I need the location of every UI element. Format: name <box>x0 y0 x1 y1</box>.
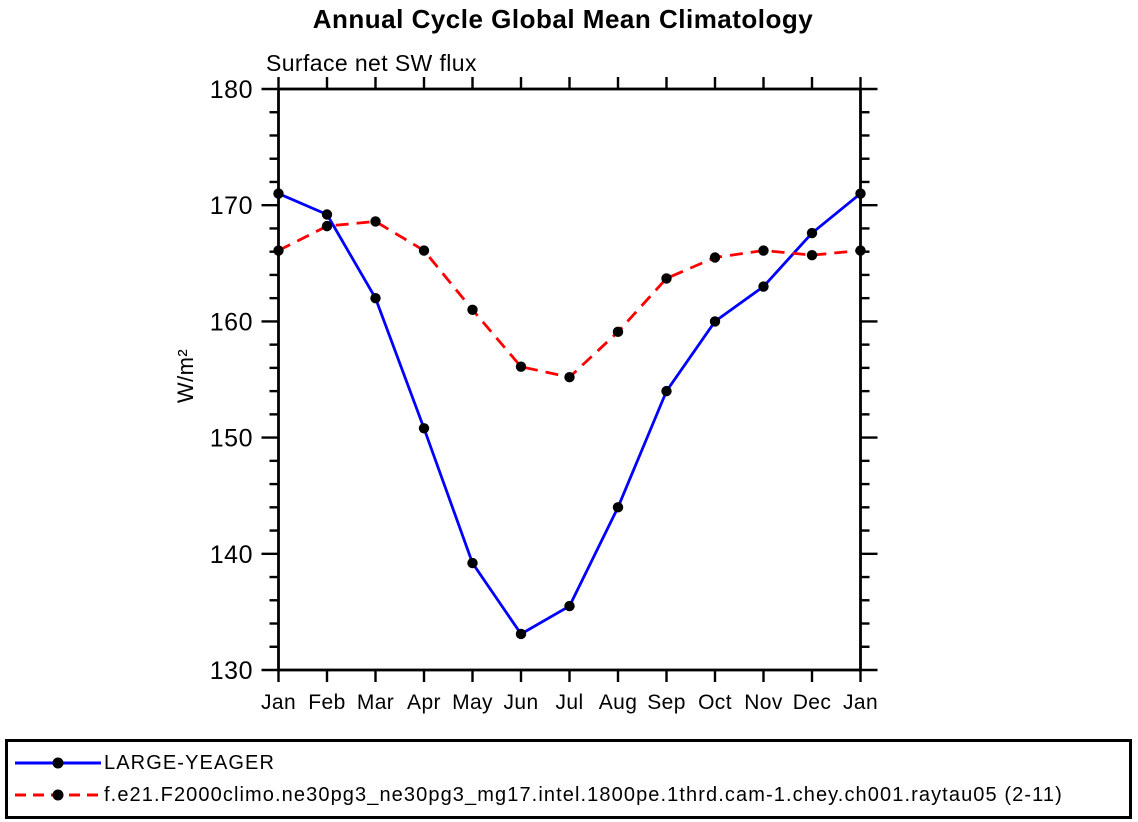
data-series <box>273 188 866 640</box>
x-tick-label: Mar <box>357 691 394 714</box>
y-axis-label: W/m² <box>173 349 198 403</box>
data-point-marker <box>564 600 575 612</box>
x-tick-label: Feb <box>308 691 345 714</box>
series-line-1 <box>277 192 862 636</box>
data-point-marker <box>418 423 430 434</box>
legend-item-model-run: f.e21.F2000climo.ne30pg3_ne30pg3_mg17.in… <box>8 785 1129 805</box>
chart-title: Annual Cycle Global Mean Climatology <box>313 4 814 34</box>
data-point-marker <box>806 227 818 239</box>
y-tick-label: 150 <box>210 425 253 453</box>
x-tick-label: Nov <box>744 691 783 714</box>
x-tick-label: Dec <box>793 691 832 714</box>
data-point-marker <box>418 245 430 256</box>
data-point-marker <box>321 209 333 220</box>
data-point-marker <box>612 502 624 513</box>
data-point-marker <box>370 216 381 227</box>
axes: 130 140 150 160 170 180 Jan Feb Mar Apr May Jun Jul A… <box>210 76 878 714</box>
data-point-marker <box>273 245 284 256</box>
series-line-2 <box>277 220 861 379</box>
x-tick-label: Sep <box>647 691 686 714</box>
data-point-marker <box>467 557 478 569</box>
y-tick-label: 160 <box>210 308 253 336</box>
legend-item-large-yeager: LARGE-YEAGER <box>8 753 1129 773</box>
legend-label-series-2: f.e21.F2000climo.ne30pg3_ne30pg3_mg17.in… <box>104 783 1063 806</box>
data-point-marker <box>758 245 769 256</box>
data-point-marker <box>661 385 672 397</box>
y-tick-label: 140 <box>210 541 253 569</box>
data-point-marker <box>855 188 866 199</box>
data-point-marker <box>612 326 624 338</box>
x-tick-label: May <box>452 691 493 714</box>
x-tick-label: Apr <box>407 691 441 714</box>
x-tick-label: Oct <box>698 691 732 714</box>
y-tick-label: 170 <box>210 192 253 220</box>
data-point-marker <box>467 304 478 315</box>
data-point-marker <box>515 361 527 372</box>
data-point-marker <box>758 281 769 292</box>
x-tick-label: Jul <box>555 691 583 714</box>
data-point-marker <box>370 292 381 304</box>
chart-subtitle: Surface net SW flux <box>266 50 477 76</box>
legend-marker-solid-line <box>15 757 101 769</box>
y-tick-label: 130 <box>210 657 253 685</box>
x-tick-label: Jun <box>503 691 538 714</box>
data-point-marker <box>273 188 284 199</box>
data-point-marker <box>806 249 818 261</box>
data-point-marker <box>515 628 527 640</box>
data-point-marker <box>321 220 333 232</box>
data-point-marker <box>564 371 575 383</box>
data-point-marker <box>661 273 672 284</box>
legend-box: LARGE-YEAGER f.e21.F2000climo.ne30pg3_ne… <box>5 739 1132 819</box>
data-point-marker <box>709 316 721 327</box>
x-tick-label: Aug <box>599 691 638 714</box>
x-tick-label: Jan <box>261 691 296 714</box>
data-point-marker <box>855 245 866 256</box>
legend-label-series-1: LARGE-YEAGER <box>104 752 276 775</box>
data-point-marker <box>709 252 721 263</box>
x-tick-label: Jan <box>843 691 878 714</box>
legend-marker-dashed-line <box>15 789 101 801</box>
y-tick-label: 180 <box>210 76 253 104</box>
